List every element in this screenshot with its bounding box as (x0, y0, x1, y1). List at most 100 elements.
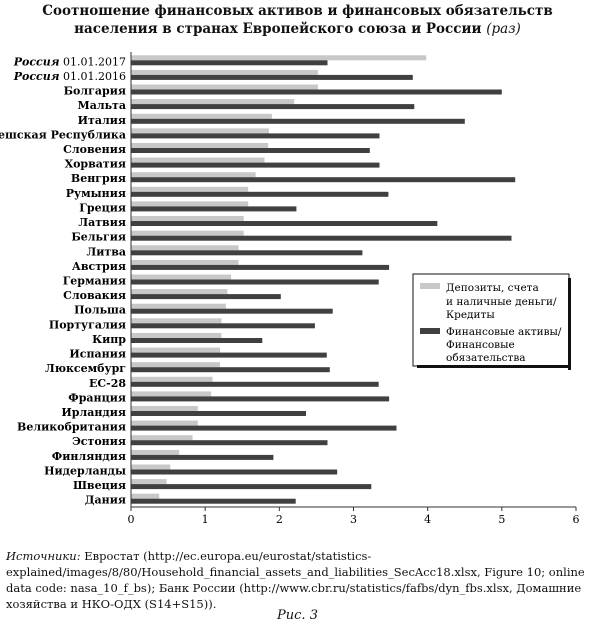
x-tick-label: 6 (573, 513, 580, 526)
legend-shadow-right (568, 278, 571, 370)
bar-financial-assets (131, 498, 296, 504)
bar-financial-assets (131, 440, 328, 446)
chart-title-line2: населения в странах Европейского союза и… (0, 20, 595, 38)
bar-deposits (131, 420, 198, 426)
category-label: Польша (74, 304, 126, 317)
bar-financial-assets (131, 308, 333, 314)
x-tick-label: 0 (128, 513, 135, 526)
bar-financial-assets (131, 381, 379, 387)
category-label: Франция (68, 391, 126, 404)
sources-note: Источники: Евростат (http://ec.europa.eu… (6, 548, 592, 612)
chart-title: Соотношение финансовых активов и финансо… (0, 2, 595, 38)
legend-label: обязательства (446, 352, 526, 364)
bar-deposits (131, 479, 167, 485)
bar-deposits (131, 493, 160, 499)
bar-deposits (131, 274, 232, 280)
legend-label: Кредиты (446, 309, 495, 321)
bar-deposits (131, 449, 180, 455)
bar-financial-assets (131, 411, 306, 416)
bar-chart: Россия 01.01.2017 Россия 01.01.2016 Болгар… (0, 52, 580, 526)
category-label: Бельгия (71, 231, 126, 244)
category-label: Болгария (64, 85, 126, 98)
category-label: Италия (78, 114, 126, 127)
category-label: Люксембург (45, 362, 126, 375)
category-label: Хорватия (65, 158, 126, 171)
bar-deposits (131, 157, 265, 163)
bar-financial-assets (131, 454, 274, 460)
x-tick-label: 2 (276, 513, 283, 526)
category-label: Словакия (63, 289, 126, 302)
bar-financial-assets (131, 235, 512, 241)
bar-deposits (131, 201, 249, 207)
category-label: Чешская Республика (0, 128, 126, 141)
category-label: ЕС-28 (89, 377, 126, 390)
bar-deposits (131, 216, 244, 221)
sources-text: Евростат (http://ec.europa.eu/eurostat/s… (6, 549, 585, 611)
bar-financial-assets (131, 279, 379, 285)
legend-label: и наличные деньги/ (446, 296, 557, 308)
bar-financial-assets (131, 74, 413, 80)
chart-title-unit: (раз) (486, 21, 521, 37)
bar-deposits (131, 245, 239, 251)
bar-deposits (131, 113, 272, 119)
bar-deposits (131, 186, 249, 192)
category-label: Греция (79, 201, 126, 214)
legend-label: Финансовые активы/ (446, 326, 562, 338)
bar-deposits (131, 435, 193, 441)
category-label: Швеция (73, 479, 126, 492)
bar-financial-assets (131, 264, 390, 270)
category-label: Россия 01.01.2017 (13, 55, 126, 68)
x-tick-label: 1 (202, 513, 209, 526)
category-label: Дания (85, 494, 126, 507)
bar-deposits (131, 84, 318, 90)
bar-deposits (131, 406, 198, 411)
category-label: Великобритания (17, 421, 126, 434)
bar-financial-assets (131, 206, 297, 212)
category-label: Латвия (78, 216, 126, 229)
category-label: Португалия (49, 318, 126, 331)
bar-deposits (131, 362, 220, 368)
bar-financial-assets (131, 89, 502, 95)
bar-financial-assets (131, 60, 328, 66)
legend-swatch-financial-assets (420, 328, 440, 334)
category-label: Германия (63, 275, 126, 288)
bar-financial-assets (131, 484, 372, 490)
x-tick-label: 5 (498, 513, 505, 526)
legend-shadow-bottom (417, 365, 571, 368)
category-label: Мальта (78, 99, 126, 112)
bar-deposits (131, 172, 256, 178)
bar-financial-assets (131, 367, 330, 373)
legend-label: Депозиты, счета (446, 282, 539, 294)
bar-deposits (131, 99, 295, 105)
bar-deposits (131, 376, 213, 382)
category-label: Литва (87, 245, 126, 258)
category-label: Кипр (92, 333, 126, 346)
category-label: Финляндия (52, 450, 126, 463)
bar-financial-assets (131, 250, 363, 256)
figure-caption: Рис. 3 (277, 608, 318, 623)
bar-deposits (131, 230, 244, 236)
bar-financial-assets (131, 338, 263, 343)
bar-financial-assets (131, 148, 370, 153)
x-tick-label: 4 (424, 513, 431, 526)
chart-title-line2-text: населения в странах Европейского союза и… (74, 21, 482, 37)
bar-financial-assets (131, 118, 465, 124)
category-label: Эстония (72, 435, 126, 448)
bar-financial-assets (131, 191, 389, 197)
bar-financial-assets (131, 323, 315, 329)
bar-deposits (131, 347, 220, 353)
bar-deposits (131, 333, 222, 338)
legend-swatch-deposits (420, 283, 440, 289)
bar-deposits (131, 464, 171, 470)
sources-lead: Источники: (6, 549, 81, 563)
bar-financial-assets (131, 104, 415, 110)
bar-deposits (131, 55, 427, 61)
bar-deposits (131, 318, 222, 324)
category-label: Венгрия (71, 172, 126, 185)
category-label: Нидерланды (44, 465, 126, 478)
bar-financial-assets (131, 294, 281, 300)
category-label: Россия 01.01.2016 (13, 70, 126, 83)
bar-financial-assets (131, 396, 390, 402)
bar-financial-assets (131, 469, 338, 475)
bar-financial-assets (131, 352, 327, 358)
